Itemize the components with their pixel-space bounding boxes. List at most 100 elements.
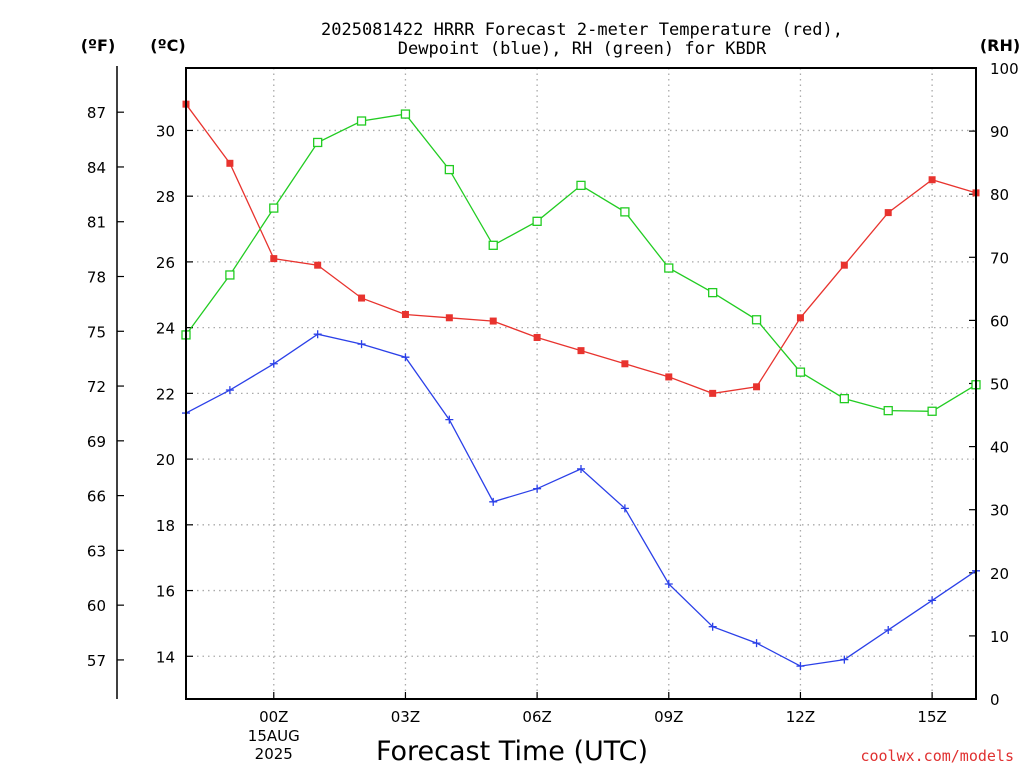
celsius-tick-label: 28 [156,188,175,206]
credit-label: coolwx.com/models [860,747,1014,765]
data-point [796,662,805,671]
fahrenheit-tick-label: 66 [87,488,106,506]
time-tick-date-label: 15AUG [248,727,300,745]
fahrenheit-tick-label: 81 [87,214,106,232]
data-point [445,314,453,322]
data-point [269,359,278,368]
data-point [664,579,673,588]
series-0 [182,100,980,397]
data-point [313,137,323,148]
data-point [577,464,585,473]
celsius-tick-label: 20 [156,451,175,469]
data-point [401,353,410,362]
fahrenheit-unit-label: (ºF) [81,36,116,55]
data-point [445,415,454,424]
time-tick-label: 15Z [917,708,946,726]
data-point [840,261,848,269]
data-point [883,405,893,416]
data-point [620,207,630,217]
time-tick-label: 00Z [259,708,288,726]
data-point [489,317,497,325]
data-point [576,180,586,191]
data-point [708,287,718,298]
data-point [753,383,761,391]
fahrenheit-tick-label: 87 [87,104,106,122]
rh-tick-label: 60 [990,312,1009,330]
fahrenheit-tick-label: 72 [87,378,106,396]
data-point [269,203,279,213]
time-tick-label: 12Z [786,708,815,726]
data-point [752,639,761,648]
data-point [796,314,804,322]
rh-tick-label: 40 [990,439,1009,457]
rh-tick-label: 30 [990,502,1009,520]
celsius-tick-label: 24 [156,320,175,338]
fahrenheit-tick-label: 78 [87,269,106,287]
data-point [314,261,322,269]
data-point [577,347,585,355]
data-point [840,655,849,664]
celsius-axis: 14 16 18 20 22 24 26 28 30 [156,122,193,666]
data-point [226,159,234,167]
time-tick-label: 03Z [391,708,420,726]
rh-tick-label: 20 [990,565,1009,583]
data-point [620,504,629,513]
plot-frame [185,67,977,700]
chart-title-line-1: 2025081422 HRRR Forecast 2-meter Tempera… [321,20,843,40]
data-point [356,116,367,126]
fahrenheit-tick-label: 63 [87,542,106,560]
fahrenheit-axis: 57 60 63 66 69 72 75 78 81 84 87 [87,66,124,699]
series-line [185,333,977,667]
data-point [708,622,717,631]
data-point [795,367,806,377]
x-axis-title: Forecast Time (UTC) [376,736,648,767]
fahrenheit-tick-label: 69 [87,433,106,451]
time-tick-date-label: 2025 [255,745,293,763]
rh-unit-label: (RH) [980,36,1020,55]
fahrenheit-tick-label: 84 [87,159,106,177]
data-point [533,333,541,341]
data-point [444,164,454,175]
series-layer [181,100,981,671]
chart-title-line-2: Dewpoint (blue), RH (green) for KBDR [398,39,767,59]
data-point [928,176,936,184]
data-point [357,340,366,349]
fahrenheit-tick-label: 75 [87,323,106,341]
data-point [401,310,409,318]
time-tick-label: 06Z [522,708,551,726]
data-point [488,240,498,250]
data-point [884,209,892,217]
celsius-tick-label: 26 [156,254,175,272]
data-point [400,109,411,119]
rh-tick-label: 80 [990,186,1009,204]
rh-tick-label: 10 [990,628,1009,646]
rh-tick-label: 0 [990,691,1000,709]
grid-lines [186,68,976,699]
data-point [532,216,542,226]
data-point [665,373,673,381]
fahrenheit-tick-label: 60 [87,597,106,615]
data-point [884,625,893,634]
rh-tick-label: 100 [990,60,1019,78]
data-point [489,497,498,506]
data-point [313,330,322,339]
celsius-tick-label: 22 [156,385,175,403]
celsius-tick-label: 30 [156,122,175,140]
rh-tick-label: 50 [990,376,1009,394]
celsius-tick-label: 14 [156,648,175,666]
data-point [225,270,235,280]
data-point [927,406,937,416]
data-point [225,386,234,395]
data-point [928,596,937,605]
time-tick-label: 09Z [654,708,683,726]
data-point [533,484,542,493]
data-point [664,263,674,273]
rh-tick-label: 90 [990,123,1009,141]
data-point [709,389,717,397]
data-point [621,360,629,368]
rh-tick-label: 70 [990,249,1009,267]
data-point [270,255,278,263]
series-1 [182,330,980,671]
